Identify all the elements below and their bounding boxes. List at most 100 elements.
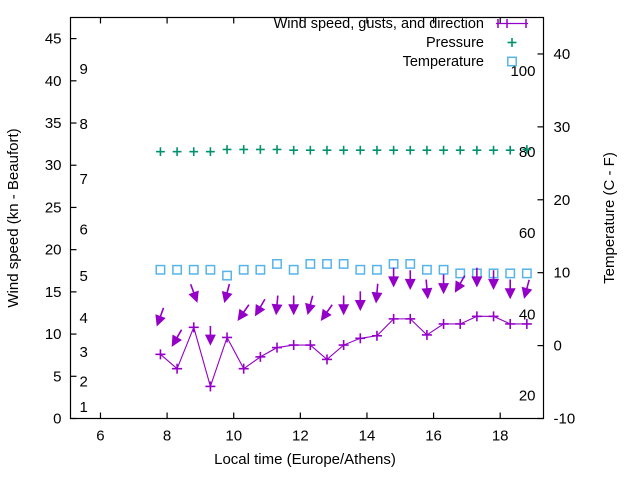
wind-direction-arrow <box>338 295 350 316</box>
temperature-point <box>172 264 183 275</box>
arrow-head <box>504 288 516 300</box>
wind-direction-arrow <box>188 283 199 303</box>
wind-direction-arrow <box>271 295 283 316</box>
beaufort-label: 5 <box>80 268 88 285</box>
arrow-head <box>305 302 316 315</box>
beaufort-label: 2 <box>80 374 88 391</box>
left-axis-ticks: 0 5 10 15 20 25 30 35 40 45 <box>45 31 77 428</box>
chart-legend: Wind speed, gusts, and direction Pressur… <box>274 16 528 70</box>
x-tick-label: 6 <box>96 428 104 445</box>
beaufort-label: 7 <box>80 171 88 188</box>
wind-direction-arrow <box>488 270 500 291</box>
temperature-point <box>355 264 366 275</box>
right-axis-title: Temperature (C - F) <box>601 152 618 284</box>
temperature-point <box>421 264 432 275</box>
beaufort-label: 3 <box>80 344 88 361</box>
right-tick-label: 0 <box>554 338 562 355</box>
wind-direction-arrow <box>354 291 366 312</box>
wind-direction-arrow <box>221 283 233 304</box>
temperature-point <box>238 264 249 275</box>
arrow-head <box>171 334 182 347</box>
legend-label-pressure: Pressure <box>426 35 484 51</box>
arrow-head <box>204 334 216 346</box>
x-tick-label: 8 <box>163 428 171 445</box>
left-tick-label: 10 <box>45 326 62 343</box>
temperature-point <box>438 264 449 275</box>
right-tick-label: 10 <box>554 265 571 282</box>
arrow-head <box>371 291 383 304</box>
wind-direction-arrow <box>454 275 466 293</box>
left-tick-label: 40 <box>45 73 62 90</box>
x-axis-title: Local time (Europe/Athens) <box>214 451 396 468</box>
wind-direction-arrow <box>471 267 483 288</box>
temperature-point <box>155 264 166 275</box>
right-tick-label: 40 <box>554 46 571 63</box>
temperature-point <box>338 258 349 269</box>
legend-markers <box>496 19 528 67</box>
left-tick-label: 45 <box>45 31 62 48</box>
left-tick-label: 30 <box>45 157 62 174</box>
arrow-head <box>471 276 483 288</box>
wind-direction-arrow <box>204 325 216 346</box>
fahrenheit-label: 60 <box>519 225 536 242</box>
temperature-point <box>505 268 516 279</box>
wind-direction-arrow <box>237 304 250 321</box>
temperature-point <box>305 258 316 269</box>
x-tick-label: 18 <box>492 428 509 445</box>
x-axis-ticks: 6 8 10 12 14 16 18 <box>96 17 509 445</box>
x-tick-label: 14 <box>359 428 376 445</box>
beaufort-label: 8 <box>80 116 88 133</box>
temperature-point <box>188 264 199 275</box>
temperature-point <box>455 268 466 279</box>
arrow-head <box>320 308 332 321</box>
wind-direction-arrow <box>305 295 316 315</box>
arrow-head <box>155 314 166 327</box>
x-tick-label: 12 <box>292 428 309 445</box>
right-axis-ticks: -10 0 10 20 30 40 <box>537 46 576 428</box>
wind-direction-arrow <box>404 270 416 291</box>
left-tick-label: 0 <box>53 411 61 428</box>
wind-direction-arrows <box>155 267 533 347</box>
wind-direction-arrow <box>421 279 433 300</box>
legend-label-temperature: Temperature <box>403 54 484 70</box>
left-axis-title: Wind speed (kn - Beaufort) <box>5 128 22 307</box>
temperature-point <box>255 264 266 275</box>
left-tick-label: 35 <box>45 115 62 132</box>
arrow-head <box>188 290 199 303</box>
right-tick-label: -10 <box>554 411 576 428</box>
beaufort-label: 4 <box>80 310 88 327</box>
wind-direction-arrow <box>438 274 450 295</box>
x-tick-label: 16 <box>425 428 442 445</box>
arrow-head <box>237 308 249 321</box>
beaufort-label: 9 <box>80 61 88 78</box>
temperature-point <box>322 258 332 269</box>
arrow-head <box>254 304 266 317</box>
arrow-head <box>454 280 466 293</box>
wind-direction-arrow <box>504 279 516 300</box>
pressure-series <box>156 145 532 157</box>
wind-direction-arrow <box>288 295 300 316</box>
wind-speed-series <box>155 311 532 392</box>
left-tick-label: 5 <box>53 368 61 385</box>
fahrenheit-inner-labels: 20406080100 <box>510 63 535 404</box>
fahrenheit-label: 20 <box>519 387 536 404</box>
temperature-point <box>288 264 299 275</box>
legend-label-wind: Wind speed, gusts, and direction <box>274 16 484 32</box>
temperature-point <box>205 264 216 275</box>
arrow-head <box>421 287 433 300</box>
temperature-point <box>405 258 416 269</box>
right-tick-label: 20 <box>554 192 571 209</box>
left-tick-label: 15 <box>45 284 62 301</box>
wind-direction-arrow <box>171 329 183 347</box>
wind-direction-arrow <box>371 283 383 304</box>
x-tick-label: 10 <box>225 428 242 445</box>
beaufort-label: 6 <box>80 222 88 239</box>
arrow-head <box>388 276 400 288</box>
temperature-point <box>272 258 282 269</box>
temperature-point <box>222 270 233 281</box>
arrow-head <box>221 290 233 304</box>
plot-frame <box>69 16 545 420</box>
fahrenheit-label: 40 <box>519 307 536 324</box>
